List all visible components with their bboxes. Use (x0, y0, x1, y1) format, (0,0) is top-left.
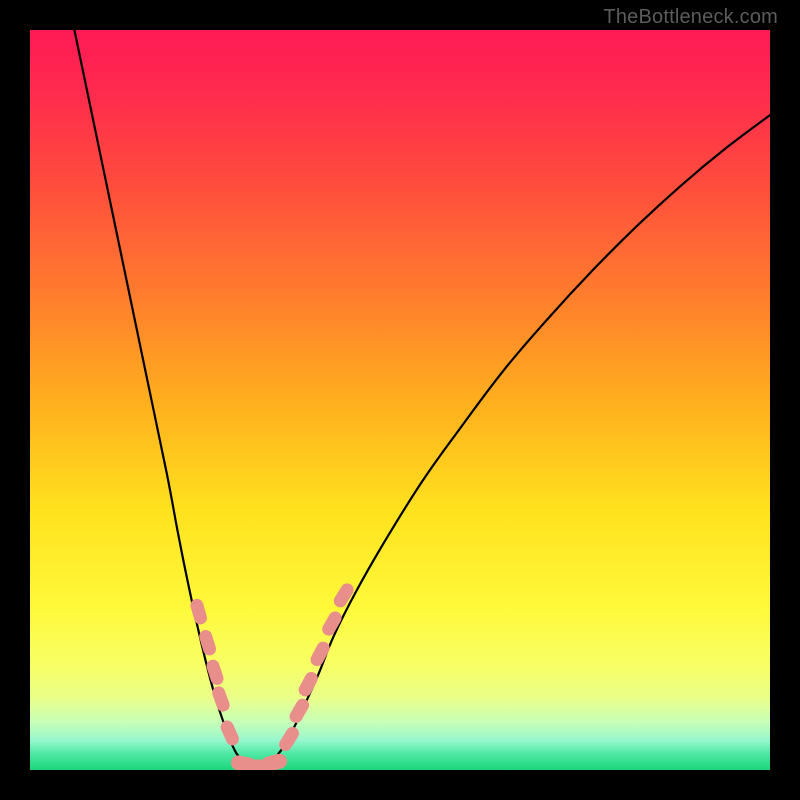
bottleneck-curve (74, 30, 770, 768)
curve-marker (260, 752, 289, 770)
watermark-text: TheBottleneck.com (603, 6, 778, 29)
curve-marker (189, 597, 209, 626)
curve-marker (219, 718, 241, 747)
curve-marker (287, 696, 311, 725)
plot-frame (30, 30, 770, 770)
curve-marker (296, 670, 320, 699)
curve-marker (308, 639, 332, 668)
curve-marker (277, 724, 302, 753)
curve-marker (331, 581, 356, 610)
curve-overlay (30, 30, 770, 770)
stage: TheBottleneck.com (0, 0, 800, 800)
